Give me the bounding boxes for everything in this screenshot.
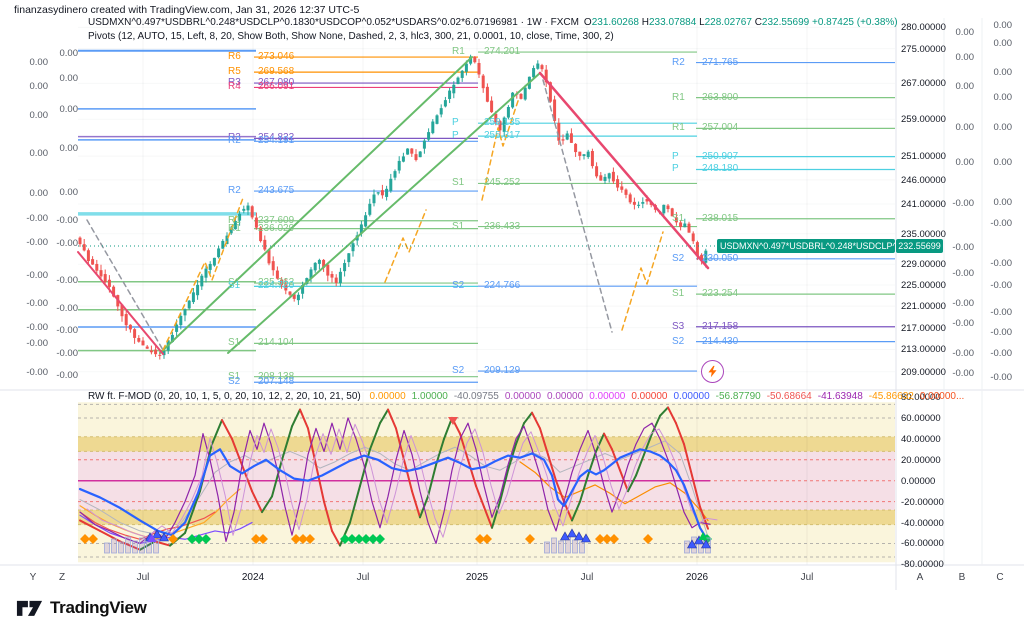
indicator-value: -45.86632 xyxy=(868,391,914,402)
indicator-value: -41.63948 xyxy=(817,391,863,402)
symbol-name: USDMXN^0.497*USDBRL^0.248*USDCLP^0.1830*… xyxy=(88,17,518,28)
symbol-ohlc-line[interactable]: USDMXN^0.497*USDBRL^0.248*USDCLP^0.1830*… xyxy=(88,17,898,28)
indicator-value: 0.00000 xyxy=(369,391,406,402)
indicator-header[interactable]: RW ft. F-MOD (0, 20, 10, 1, 5, 0, 20, 10… xyxy=(88,391,970,402)
symbol-ohlc-part: 232.55699 xyxy=(761,17,812,28)
pivots-settings-text[interactable]: Pivots (12, AUTO, 15, Left, 8, 20, Show … xyxy=(88,31,614,42)
indicator-value: -50.68664 xyxy=(766,391,812,402)
symbol-ohlc-part: H xyxy=(641,17,649,28)
symbol-ohlc-part: O xyxy=(583,17,592,28)
indicator-value: -56.87790 xyxy=(715,391,761,402)
indicator-value: 0.00000 xyxy=(589,391,626,402)
indicator-value: 0.00000 xyxy=(504,391,542,402)
lightning-trade-button[interactable] xyxy=(701,360,724,383)
indicator-title[interactable]: RW ft. F-MOD (0, 20, 10, 1, 5, 0, 20, 10… xyxy=(88,391,361,402)
indicator-value: 0.00000 xyxy=(673,391,710,402)
symbol-ohlc-part: L xyxy=(699,17,705,28)
last-price-axis-badge: 232.55699 xyxy=(896,239,943,253)
symbol-ohlc-part: C xyxy=(754,17,762,28)
tradingview-logo-text: TradingView xyxy=(50,598,147,617)
tradingview-logo-mark-icon xyxy=(16,600,43,616)
attribution-text: finanzasydinero created with TradingView… xyxy=(14,4,360,16)
symbol-ohlc-part: +0.87425 (+0.38%) xyxy=(811,17,898,28)
symbol-ohlc-part: 228.02767 xyxy=(704,17,755,28)
indicator-value: 0.00000 xyxy=(547,391,584,402)
tradingview-logo[interactable]: TradingView xyxy=(16,597,147,619)
last-price-chart-badge: USDMXN^0.497*USDBRL^0.248*USDCLP^0.18... xyxy=(717,239,895,253)
lightning-icon xyxy=(708,365,717,378)
symbol-ohlc-part: 233.07884 xyxy=(649,17,700,28)
indicator-value: 0.00000... xyxy=(919,391,965,402)
symbol-ohlc-part: 231.60268 xyxy=(591,17,642,28)
indicator-value: 0.00000 xyxy=(631,391,668,402)
symbol-ohlc-part: · 1W · FXCM xyxy=(517,17,584,28)
indicator-value: -40.09755 xyxy=(453,391,499,402)
indicator-value: 1.00000 xyxy=(411,391,448,402)
